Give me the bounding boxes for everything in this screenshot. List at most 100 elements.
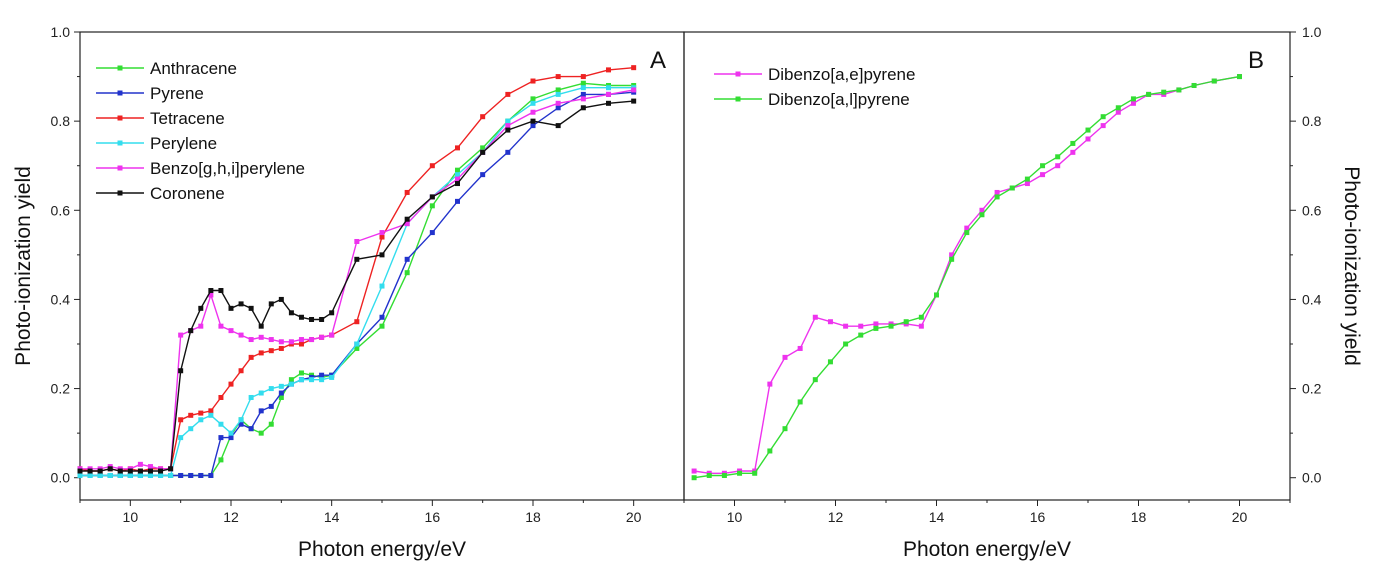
data-point xyxy=(208,472,214,478)
data-point xyxy=(188,412,194,418)
data-point xyxy=(238,368,244,374)
y-tick-label: 1.0 xyxy=(1302,24,1322,40)
y-tick-label: 0.8 xyxy=(51,113,71,129)
x-tick-label: 14 xyxy=(929,509,945,525)
data-point xyxy=(404,256,410,262)
data-point xyxy=(278,394,284,400)
data-point xyxy=(268,348,274,354)
data-point xyxy=(606,85,611,91)
data-point xyxy=(248,337,254,343)
data-point xyxy=(319,334,325,340)
data-point xyxy=(752,470,758,476)
y-tick-label: 1.0 xyxy=(51,24,71,40)
data-point xyxy=(107,472,113,478)
data-point xyxy=(238,332,244,338)
panel-b: 10 12 14 16 18 20 0.0 0.2 0.4 0.6 0.8 1.0 Photon ene… xyxy=(683,24,1363,561)
data-point xyxy=(258,408,264,414)
data-point xyxy=(505,149,511,155)
data-point xyxy=(691,468,697,474)
data-point xyxy=(354,341,360,347)
data-point xyxy=(580,91,586,97)
data-point xyxy=(580,85,586,91)
data-point xyxy=(278,296,284,302)
data-point xyxy=(379,252,385,258)
data-point xyxy=(1055,163,1061,169)
legend-marker xyxy=(735,71,741,77)
data-point xyxy=(258,350,264,356)
legend-entry: Benzo[g,h,i]perylene xyxy=(96,159,305,178)
data-point xyxy=(137,461,143,467)
x-tick-label: 12 xyxy=(223,509,239,525)
legend-label: Anthracene xyxy=(150,59,237,78)
legend-entry: Tetracene xyxy=(96,109,225,128)
series-line xyxy=(79,67,634,472)
data-point xyxy=(309,377,315,383)
data-point xyxy=(691,475,697,481)
legend-label: Dibenzo[a,e]pyrene xyxy=(768,65,915,84)
data-point xyxy=(455,145,460,151)
data-point xyxy=(288,377,294,383)
data-point xyxy=(580,96,586,102)
data-point xyxy=(278,383,284,389)
y-axis-title: Photo-ionization yield xyxy=(1340,166,1363,366)
data-point xyxy=(721,472,727,478)
y-tick-label: 0.6 xyxy=(51,202,71,218)
data-point xyxy=(1070,149,1076,155)
data-point xyxy=(258,334,264,340)
data-point xyxy=(319,372,325,378)
data-point xyxy=(606,67,611,73)
data-point xyxy=(782,426,788,432)
data-point xyxy=(309,316,315,322)
legend-entry: Anthracene xyxy=(96,59,237,78)
data-point xyxy=(505,91,511,97)
panel-a: 10 12 14 16 18 20 0.0 0.2 0.4 0.6 0.8 1.0 Photon ene… xyxy=(12,24,685,561)
data-point xyxy=(218,421,224,427)
y-tick-label: 0.4 xyxy=(1302,291,1322,307)
data-point xyxy=(706,472,712,478)
data-point xyxy=(117,472,123,478)
legend-marker xyxy=(117,165,123,171)
data-point xyxy=(354,256,360,262)
legend-label: Benzo[g,h,i]perylene xyxy=(150,159,305,178)
legend-marker xyxy=(117,65,123,71)
data-point xyxy=(288,339,294,345)
data-point xyxy=(208,288,214,294)
data-point xyxy=(137,472,143,478)
data-point xyxy=(379,234,385,240)
data-point xyxy=(455,198,460,204)
data-point xyxy=(379,314,385,320)
data-point xyxy=(994,189,1000,195)
data-point xyxy=(379,230,385,236)
data-point xyxy=(238,417,244,423)
legend-entry: Dibenzo[a,e]pyrene xyxy=(714,65,915,84)
data-point xyxy=(1070,140,1076,146)
data-point xyxy=(505,123,511,129)
legend-marker xyxy=(117,90,123,96)
data-point xyxy=(903,319,909,325)
data-point xyxy=(979,207,985,213)
data-point xyxy=(918,323,924,329)
data-point xyxy=(429,203,435,209)
data-point xyxy=(228,435,234,441)
y-axis-title: Photo-ionization yield xyxy=(12,166,35,366)
data-point xyxy=(198,472,204,478)
data-point xyxy=(767,448,773,454)
data-point xyxy=(319,316,325,322)
data-point xyxy=(404,221,410,227)
data-point xyxy=(158,468,164,474)
data-point xyxy=(298,370,304,376)
data-point xyxy=(268,337,274,343)
x-tick-label: 20 xyxy=(626,509,642,525)
data-point xyxy=(631,87,637,93)
y-tick-label: 0.2 xyxy=(1302,381,1322,397)
legend-entry: Dibenzo[a,l]pyrene xyxy=(714,90,910,109)
data-point xyxy=(248,426,254,432)
data-point xyxy=(198,417,204,423)
data-point xyxy=(354,238,360,244)
data-point xyxy=(918,314,924,320)
data-point xyxy=(994,194,1000,200)
data-point xyxy=(858,332,864,338)
data-point xyxy=(158,472,164,478)
data-point xyxy=(354,345,360,351)
data-point xyxy=(278,345,284,351)
